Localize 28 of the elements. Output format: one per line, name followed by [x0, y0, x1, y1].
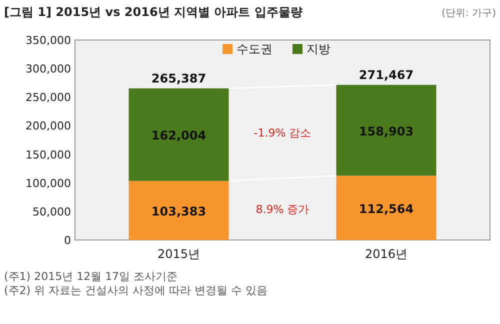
y-tick-label: 0: [64, 234, 71, 247]
x-tick-label: 2015년: [157, 247, 200, 261]
legend-label: 지방: [306, 42, 330, 56]
legend-label: 수도권: [236, 42, 272, 56]
annotation: 8.9% 증가: [256, 203, 310, 216]
annotation: -1.9% 감소: [254, 126, 312, 140]
bar: [336, 176, 436, 240]
x-tick-label: 2016년: [364, 247, 408, 261]
y-tick-label: 50,000: [32, 205, 71, 218]
y-tick-label: 200,000: [26, 120, 71, 133]
data-label: 162,004: [151, 128, 206, 143]
chart-title: [그림 1] 2015년 vs 2016년 지역별 아파트 입주물량: [4, 5, 302, 19]
data-label: 158,903: [358, 124, 414, 138]
total-label: 271,467: [358, 68, 414, 82]
bar: [128, 180, 229, 240]
text: (주1) 2015년 12월 17일 조사기준: [4, 270, 178, 283]
data-label: 112,564: [358, 202, 414, 216]
chart-subtitle: (단위: 가구): [442, 8, 496, 19]
data-label: 103,383: [151, 204, 206, 218]
y-tick-label: 350,000: [26, 34, 71, 47]
y-tick-label: 250,000: [26, 91, 71, 104]
y-tick-label: 150,000: [26, 148, 71, 162]
bar: [336, 84, 436, 176]
bar: [128, 88, 229, 181]
y-tick-label: 300,000: [26, 62, 71, 76]
y-tick-label: 100,000: [26, 176, 71, 190]
text: (주2) 위 자료는 건설사의 사정에 따라 변경될 수 있음: [4, 284, 268, 297]
total-label: 265,387: [151, 71, 206, 86]
